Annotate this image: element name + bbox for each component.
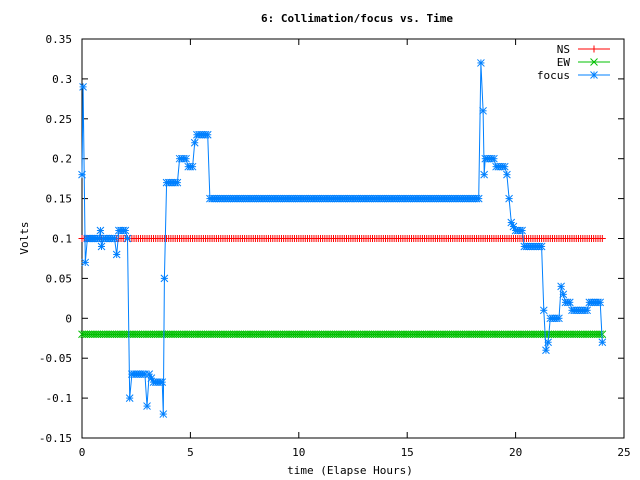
y-tick-label: 0.1 [52,233,72,246]
data-point-focus [159,410,168,418]
chart-title: 6: Collimation/focus vs. Time [261,12,453,25]
data-point-focus [542,346,550,355]
y-tick-label: -0.1 [46,392,73,405]
legend-marker-NS [590,45,598,53]
x-axis: 0 5 10 15 20 25 [79,39,631,459]
data-point-focus [559,290,568,299]
data-point-NS [598,235,606,242]
legend-label-NS: NS [557,43,570,56]
legend-label-EW: EW [557,56,571,69]
y-tick-label: -0.05 [39,352,72,365]
data-point-focus [173,178,182,187]
x-axis-label: time (Elapse Hours) [287,464,413,477]
data-point-focus [544,338,552,347]
x-tick-label: 0 [79,446,86,459]
data-point-focus [125,394,134,402]
series-EW [78,330,607,339]
data-point-focus [537,242,546,251]
data-point-focus [477,59,485,67]
data-point-focus [557,282,565,291]
x-tick-label: 15 [401,446,414,459]
y-tick-label: 0.05 [46,272,73,285]
data-point-focus [565,298,574,307]
data-point-focus [505,194,513,203]
data-point-focus [474,194,483,203]
data-point-focus [121,226,130,235]
legend-marker-focus [590,71,598,79]
data-point-focus [112,250,121,259]
data-point-focus [503,170,511,179]
series-focus [78,59,607,418]
data-point-focus [79,83,87,91]
data-point-focus [97,242,106,251]
y-tick-label: 0.2 [52,153,72,166]
legend-label-focus: focus [537,69,570,82]
legend-marker-EW [590,58,598,66]
x-tick-label: 25 [617,446,630,459]
data-point-focus [182,154,190,163]
y-tick-label: 0.3 [52,73,72,86]
data-point-focus [158,378,167,386]
data-point-focus [188,162,197,171]
x-tick-label: 10 [292,446,305,459]
y-tick-label: 0 [65,312,72,325]
data-point-focus [539,306,548,315]
x-tick-label: 5 [187,446,194,459]
data-point-focus [203,130,212,139]
x-tick-label: 20 [509,446,522,459]
data-point-focus [143,402,151,410]
data-point-focus [78,170,86,179]
y-axis: -0.15 -0.1 -0.05 0 0.05 0.1 0.15 0.2 0.25 0.3 0.35 [39,33,624,445]
series-layer [78,59,607,418]
data-point-focus [480,170,489,179]
data-point-focus [596,298,605,307]
data-point-focus [598,338,607,347]
data-point-focus [96,226,105,235]
data-point-focus [500,162,509,171]
data-point-focus [490,154,498,163]
data-point-focus [479,106,487,115]
series-NS [78,235,606,242]
data-point-focus [110,234,119,243]
data-point-focus [518,226,526,235]
y-tick-label: 0.35 [46,33,73,46]
y-tick-label: -0.15 [39,432,72,445]
data-point-focus [190,138,199,147]
y-tick-label: 0.25 [46,113,73,126]
data-point-focus [555,314,563,323]
data-point-focus [583,306,591,315]
data-point-focus [81,258,90,267]
y-axis-label: Volts [18,221,31,254]
y-tick-label: 0.15 [46,193,73,206]
data-point-focus [123,234,132,243]
data-point-focus [160,274,169,283]
